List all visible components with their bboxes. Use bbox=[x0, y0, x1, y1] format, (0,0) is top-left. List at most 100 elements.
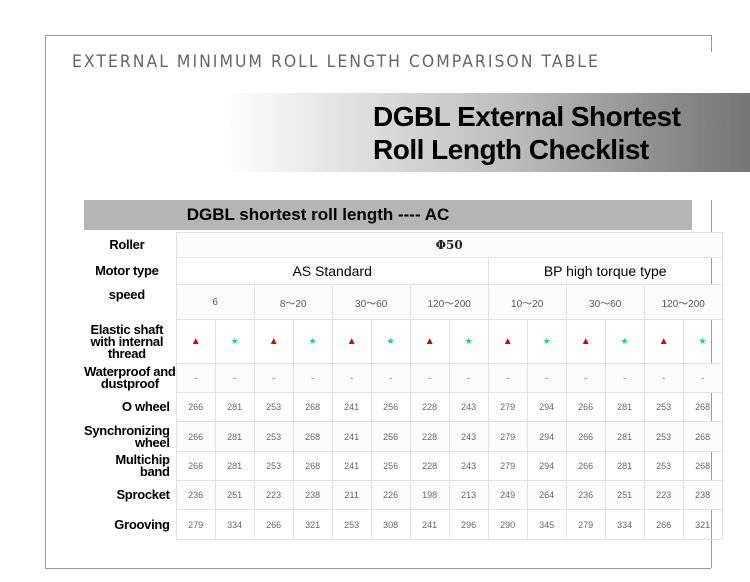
table-cell: 253 bbox=[643, 421, 684, 452]
table-row: O wheel 266 281 253 268 241 256 228 243 279 294 266… bbox=[84, 392, 723, 422]
table-cell: 256 bbox=[370, 392, 411, 422]
table-cell: 334 bbox=[604, 509, 645, 540]
table-cell: - bbox=[292, 363, 333, 393]
table-cell: 223 bbox=[643, 480, 684, 510]
table-cell: ▲ bbox=[253, 319, 294, 364]
cell-value: 213 bbox=[461, 490, 477, 500]
red-triangle-icon: ▲ bbox=[424, 336, 435, 347]
speed-value: 120～200 bbox=[643, 284, 723, 320]
roll-length-table: Roller Φ50 Motor type AS Standard BP hig… bbox=[84, 232, 723, 540]
cell-value: 243 bbox=[461, 431, 477, 442]
table-cell: 296 bbox=[448, 509, 489, 540]
table-cell: 279 bbox=[487, 451, 528, 481]
table-cell: 279 bbox=[175, 509, 216, 540]
table-cell: 253 bbox=[253, 451, 294, 481]
cell-value: 253 bbox=[266, 402, 282, 412]
table-cell: 249 bbox=[487, 480, 528, 510]
table-cell: 198 bbox=[409, 480, 450, 510]
cell-value: 334 bbox=[617, 519, 633, 530]
green-star-icon: ★ bbox=[464, 336, 473, 346]
table-cell: 251 bbox=[604, 480, 645, 510]
table-cell: - bbox=[214, 363, 255, 393]
table-cell: ★ bbox=[682, 319, 723, 364]
table-cell: 281 bbox=[604, 392, 645, 422]
red-triangle-icon: ▲ bbox=[190, 336, 201, 347]
cell-value: 296 bbox=[461, 519, 477, 530]
table-cell: 253 bbox=[643, 392, 684, 422]
table-cell: 243 bbox=[448, 451, 489, 481]
table-cell: ▲ bbox=[175, 319, 216, 364]
table-cell: 253 bbox=[331, 509, 372, 540]
roller-row: Roller Φ50 bbox=[84, 232, 723, 258]
table-cell: 321 bbox=[292, 509, 333, 540]
table-cell: - bbox=[253, 363, 294, 393]
table-cell: 268 bbox=[682, 421, 723, 452]
cell-value: 268 bbox=[695, 461, 711, 471]
table-cell: 253 bbox=[253, 421, 294, 452]
cell-value: 249 bbox=[500, 490, 516, 500]
table-cell: 228 bbox=[409, 451, 450, 481]
cell-value: 253 bbox=[656, 461, 672, 471]
cell-value: - bbox=[701, 373, 705, 383]
table-cell: - bbox=[370, 363, 411, 393]
table-cell: 211 bbox=[331, 480, 372, 510]
speed-value: 8～20 bbox=[253, 284, 333, 320]
table-cell: 321 bbox=[682, 509, 723, 540]
row-label: Motor type bbox=[95, 263, 159, 278]
cell-value: - bbox=[350, 373, 354, 383]
table-cell: 281 bbox=[604, 421, 645, 452]
cell-value: 279 bbox=[500, 431, 516, 442]
cell-value: 345 bbox=[539, 519, 555, 530]
cell-value: 238 bbox=[305, 490, 321, 500]
frame-border bbox=[711, 35, 712, 52]
table-cell: 241 bbox=[331, 421, 372, 452]
cell-value: 294 bbox=[539, 431, 555, 442]
cell-value: 223 bbox=[266, 490, 282, 500]
cell-value: 253 bbox=[266, 461, 282, 471]
table-cell: 345 bbox=[526, 509, 567, 540]
red-triangle-icon: ▲ bbox=[502, 336, 513, 347]
cell-value: 321 bbox=[695, 519, 711, 530]
title-band bbox=[222, 93, 750, 172]
green-star-icon: ★ bbox=[230, 336, 239, 346]
green-star-icon: ★ bbox=[542, 336, 551, 346]
table-cell: 294 bbox=[526, 451, 567, 481]
cell-value: - bbox=[545, 373, 549, 383]
row-label: Grooving bbox=[114, 516, 170, 532]
table-cell: 226 bbox=[370, 480, 411, 510]
speed-value: 30～60 bbox=[565, 284, 645, 320]
cell-value: 281 bbox=[227, 431, 243, 442]
motor-group: BP high torque type bbox=[487, 257, 723, 285]
table-cell: ★ bbox=[214, 319, 255, 364]
cell-value: 243 bbox=[461, 402, 477, 412]
cell-value: 256 bbox=[383, 431, 399, 442]
table-cell: 253 bbox=[643, 451, 684, 481]
cell-value: - bbox=[194, 373, 198, 383]
cell-value: 266 bbox=[188, 402, 204, 412]
green-star-icon: ★ bbox=[698, 336, 707, 346]
cell-value: 268 bbox=[305, 402, 321, 412]
cell-value: - bbox=[272, 373, 276, 383]
table-cell: 279 bbox=[487, 392, 528, 422]
row-label: Synchronizing wheel bbox=[84, 422, 170, 450]
cell-value: - bbox=[584, 373, 588, 383]
cell-value: 268 bbox=[305, 431, 321, 442]
row-label: Roller bbox=[109, 237, 145, 252]
cell-value: 241 bbox=[422, 519, 438, 530]
cell-value: 266 bbox=[266, 519, 282, 530]
title-line-1: DGBL External Shortest bbox=[373, 101, 681, 132]
frame-border bbox=[45, 35, 711, 36]
red-triangle-icon: ▲ bbox=[346, 336, 357, 347]
green-star-icon: ★ bbox=[386, 336, 395, 346]
cell-value: - bbox=[233, 373, 237, 383]
table-cell: ▲ bbox=[331, 319, 372, 364]
cell-value: 241 bbox=[344, 402, 360, 412]
green-star-icon: ★ bbox=[308, 336, 317, 346]
cell-value: 281 bbox=[617, 402, 633, 412]
table-cell: - bbox=[448, 363, 489, 393]
cell-value: 268 bbox=[695, 431, 711, 442]
table-cell: 243 bbox=[448, 421, 489, 452]
speed-value: 30～60 bbox=[331, 284, 411, 320]
cell-value: 281 bbox=[227, 402, 243, 412]
table-cell: - bbox=[604, 363, 645, 393]
